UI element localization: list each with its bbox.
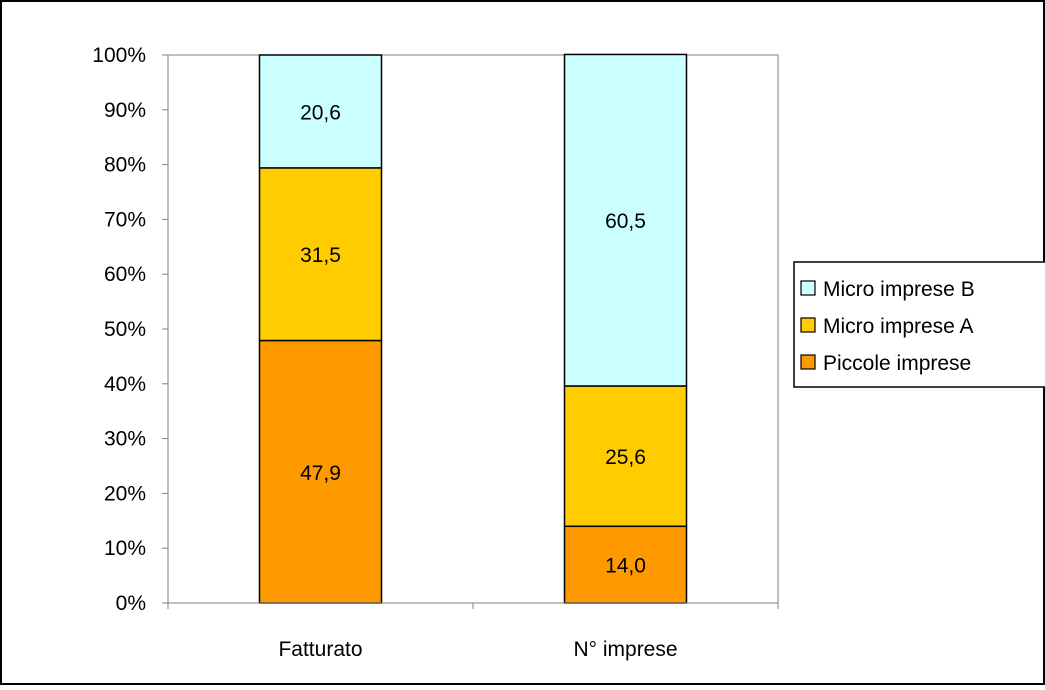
y-tick-label: 10% bbox=[104, 537, 146, 560]
legend-swatch bbox=[800, 317, 816, 333]
data-label: 20,6 bbox=[300, 101, 341, 124]
legend-label: Micro imprese A bbox=[823, 315, 974, 338]
axis-layer: 0% 10% 20% 30% 40% 50% 60% 70% 80% 90% 100% Fattura… bbox=[92, 44, 779, 661]
legend: Micro imprese B Micro imprese A Piccole im… bbox=[793, 261, 1045, 388]
y-tick-label: 60% bbox=[104, 263, 146, 286]
bars-layer: 47,9 31,5 20,6 14,0 25,6 60,5 bbox=[258, 53, 688, 604]
y-tick-label: 90% bbox=[104, 99, 146, 122]
y-tick-label: 40% bbox=[104, 373, 146, 396]
y-tick-label: 80% bbox=[104, 154, 146, 177]
legend-swatch bbox=[800, 280, 816, 296]
x-category-label: Fatturato bbox=[278, 638, 362, 661]
y-tick-label: 0% bbox=[116, 592, 146, 615]
data-label: 60,5 bbox=[605, 210, 646, 233]
y-tick-label: 100% bbox=[92, 44, 146, 67]
y-tick-label: 70% bbox=[104, 208, 146, 231]
legend-box bbox=[793, 261, 1045, 388]
bar-segment bbox=[258, 54, 383, 169]
legend-swatch bbox=[800, 354, 816, 370]
bar-segment bbox=[563, 53, 688, 387]
legend-label: Piccole imprese bbox=[823, 352, 971, 375]
y-tick-label: 50% bbox=[104, 318, 146, 341]
y-tick-label: 30% bbox=[104, 428, 146, 451]
y-tick-label: 20% bbox=[104, 482, 146, 505]
data-label: 25,6 bbox=[605, 446, 646, 469]
data-label: 31,5 bbox=[300, 244, 341, 267]
x-category-label: N° imprese bbox=[573, 638, 677, 661]
bar-segment bbox=[258, 167, 383, 342]
data-label: 47,9 bbox=[300, 462, 341, 485]
legend-label: Micro imprese B bbox=[823, 278, 975, 301]
data-label: 14,0 bbox=[605, 555, 646, 578]
